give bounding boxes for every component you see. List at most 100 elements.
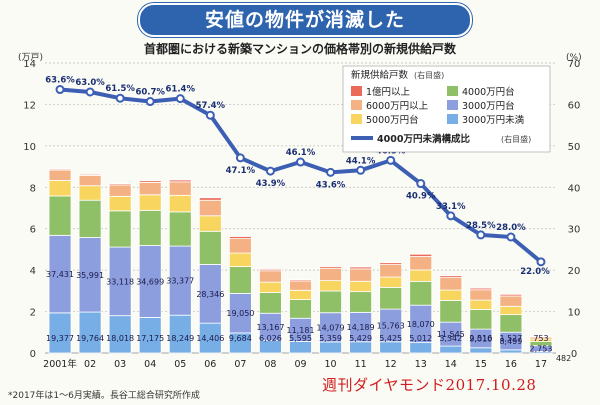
ratio-label: 46.1% xyxy=(286,148,316,158)
category-label: 11 xyxy=(355,359,367,370)
bar-segment xyxy=(289,299,312,319)
bar-segment xyxy=(138,209,162,246)
bar-segment xyxy=(379,262,403,265)
bar-value-label: 14,079 xyxy=(317,323,345,332)
bar-segment xyxy=(319,266,342,269)
ratio-label: 63.0% xyxy=(75,78,105,88)
legend-line-label: 4000万円未満構成比 xyxy=(377,133,470,145)
bar-value-label: 15,763 xyxy=(377,321,405,330)
bar-segment xyxy=(469,347,493,354)
bar-segment xyxy=(198,199,222,217)
bar-segment xyxy=(319,290,342,314)
ratio-point xyxy=(446,211,456,221)
bar-segment xyxy=(108,195,132,212)
ratio-point xyxy=(386,155,396,165)
bar-value-label: 17,175 xyxy=(136,334,164,343)
bar-value-label: 35,991 xyxy=(76,271,104,280)
bar-value-label: 34,699 xyxy=(136,277,164,286)
bar-segment xyxy=(198,230,222,265)
legend-title: 新規供給戸数 xyxy=(351,69,409,81)
bar-segment xyxy=(319,267,342,282)
bar-segment xyxy=(228,252,252,267)
bar-value-label: 19,050 xyxy=(226,309,254,318)
legend-label: 3000万円未満 xyxy=(462,114,525,126)
bar-value-label: 33,377 xyxy=(166,277,194,286)
source-credit: 週刊ダイヤモンド2017.10.28 xyxy=(322,376,537,394)
legend-swatch xyxy=(351,86,362,96)
legend-label: 6000万円以上 xyxy=(366,101,429,112)
category-label: 12 xyxy=(385,359,397,370)
bar-segment xyxy=(529,336,553,338)
banner-text: 安値の物件が消滅した xyxy=(204,9,405,31)
bar-segment xyxy=(319,280,342,292)
bar-series xyxy=(48,168,553,354)
bar-value-label: 18,070 xyxy=(407,320,435,329)
bar-value-label: 19,764 xyxy=(76,334,104,343)
legend-label: 1億円以上 xyxy=(366,86,411,98)
bar-segment xyxy=(469,309,493,330)
category-label: 14 xyxy=(445,359,457,370)
ratio-label: 40.9% xyxy=(406,192,436,202)
bar-segment xyxy=(499,314,523,333)
legend-title-note: (右目盛) xyxy=(414,70,444,80)
bar-value-label: 18,018 xyxy=(106,334,134,343)
ratio-label: 57.4% xyxy=(196,101,226,111)
bar-segment xyxy=(499,349,523,354)
right-tick-label: 0 xyxy=(571,349,577,360)
bar-segment xyxy=(409,253,433,257)
bar-segment xyxy=(48,195,72,236)
bar-segment xyxy=(48,169,72,181)
extra-value-label: 482 xyxy=(556,354,571,363)
bar-segment xyxy=(78,199,102,238)
chart-title: 首都圏における新築マンションの価格帯別の新規供給戸数 xyxy=(143,42,456,56)
ratio-point xyxy=(296,157,305,167)
ratio-point xyxy=(175,94,185,104)
category-label: 13 xyxy=(415,359,427,370)
bar-segment xyxy=(469,287,493,291)
ratio-label: 61.5% xyxy=(105,84,135,94)
bar-segment xyxy=(78,311,102,354)
bar-segment xyxy=(138,194,162,211)
bar-segment xyxy=(48,312,72,354)
legend: 新規供給戸数 (右目盛)1億円以上6000万円以上5000万円台4000万円台30… xyxy=(342,65,551,153)
bar-value-label: 5,359 xyxy=(319,334,342,343)
legend-label: 4000万円台 xyxy=(462,86,515,98)
title-banner: 安値の物件が消滅した xyxy=(138,3,472,37)
category-label: 04 xyxy=(144,359,156,370)
ratio-point xyxy=(235,153,245,163)
left-tick-label: 14 xyxy=(23,59,36,70)
bar-value-label: 2,516 xyxy=(469,334,492,343)
bar-value-label: 11,181 xyxy=(287,326,315,335)
bar-segment xyxy=(198,197,222,201)
bar-value-label: 1,527 xyxy=(499,334,522,343)
ratio-label: 43.6% xyxy=(316,180,346,190)
category-label: 08 xyxy=(264,359,276,370)
bar-segment xyxy=(409,256,433,271)
category-label: 16 xyxy=(505,359,517,370)
bar-value-label: 19,377 xyxy=(46,334,74,343)
ratio-label: 63.6% xyxy=(45,76,75,86)
bar-segment xyxy=(289,341,312,354)
bar-segment xyxy=(349,291,373,313)
bar-segment xyxy=(78,173,102,176)
bar-segment xyxy=(228,236,252,239)
bar-segment xyxy=(499,305,523,316)
bar-segment xyxy=(499,295,523,307)
right-tick-label: 70 xyxy=(568,59,581,70)
ratio-point xyxy=(85,87,95,97)
category-label: 05 xyxy=(174,359,186,370)
right-tick-label: 40 xyxy=(568,183,581,194)
category-label: 15 xyxy=(475,359,487,370)
bar-segment xyxy=(319,341,342,354)
category-label: 17 xyxy=(535,359,547,370)
bar-value-labels: 19,377 37,431 19,764 35,991 18,018 33,118 17,1… xyxy=(46,270,571,363)
bar-segment xyxy=(379,264,403,278)
category-label: 2001年 xyxy=(43,358,77,370)
ratio-label: 44.1% xyxy=(346,156,376,166)
bar-segment xyxy=(469,289,493,301)
left-tick-label: 4 xyxy=(30,266,36,277)
footnote: *2017年は1〜6月実績。長谷工総合研究所作成 xyxy=(8,391,200,401)
bar-segment xyxy=(439,289,463,301)
bar-value-label: 37,431 xyxy=(46,270,74,279)
